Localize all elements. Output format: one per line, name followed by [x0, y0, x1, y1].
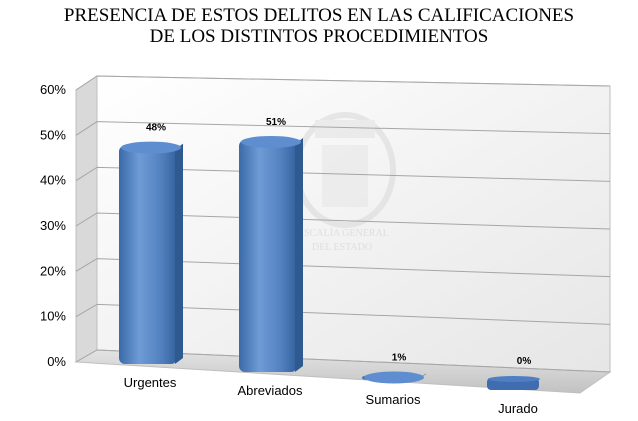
bar-jurado	[487, 376, 540, 390]
category-label: Abreviados	[237, 383, 303, 398]
grid-line	[75, 121, 611, 136]
category-label: Urgentes	[124, 375, 177, 390]
bar-urgentes	[119, 141, 183, 364]
category-label: Sumarios	[366, 392, 421, 407]
chart-title: PRESENCIA DE ESTOS DELITOS EN LAS CALIFI…	[0, 5, 638, 47]
grid-line	[75, 258, 611, 278]
bars	[119, 135, 540, 390]
bar-sumarios	[362, 371, 426, 384]
y-tick-label: 40%	[40, 173, 66, 188]
watermark-line-1: FISCALÍA GENERAL	[295, 227, 389, 239]
data-labels: 48% 51% 1% 0%	[146, 117, 531, 367]
data-label: 1%	[392, 352, 407, 363]
grid-line	[75, 75, 611, 91]
grid-line	[75, 212, 611, 230]
y-tick-label: 0%	[47, 354, 66, 369]
chart-title-line-2: DE LOS DISTINTOS PROCEDIMIENTOS	[149, 26, 489, 47]
category-labels: Urgentes Abreviados Sumarios Jurado	[124, 375, 538, 416]
data-label: 48%	[146, 123, 166, 134]
watermark-seal: FISCALÍA GENERAL DEL ESTADO	[294, 112, 396, 253]
chart-title-line-1: PRESENCIA DE ESTOS DELITOS EN LAS CALIFI…	[63, 5, 575, 26]
grid-line	[75, 166, 611, 182]
y-tick-label: 30%	[40, 218, 66, 233]
y-tick-label: 20%	[40, 263, 66, 278]
category-label: Jurado	[498, 401, 538, 416]
grid-lines	[75, 75, 611, 373]
y-tick-label: 60%	[40, 82, 66, 97]
data-label: 51%	[266, 117, 286, 128]
grid-line	[75, 349, 611, 373]
watermark-line-2: DEL ESTADO	[312, 242, 372, 253]
bar-abreviados	[239, 135, 303, 372]
y-tick-label: 10%	[40, 309, 66, 324]
grid-line	[75, 303, 611, 325]
data-label: 0%	[517, 356, 532, 367]
y-tick-label: 50%	[40, 127, 66, 142]
y-axis-ticks: 0% 10% 20% 30% 40% 50% 60%	[40, 82, 66, 369]
